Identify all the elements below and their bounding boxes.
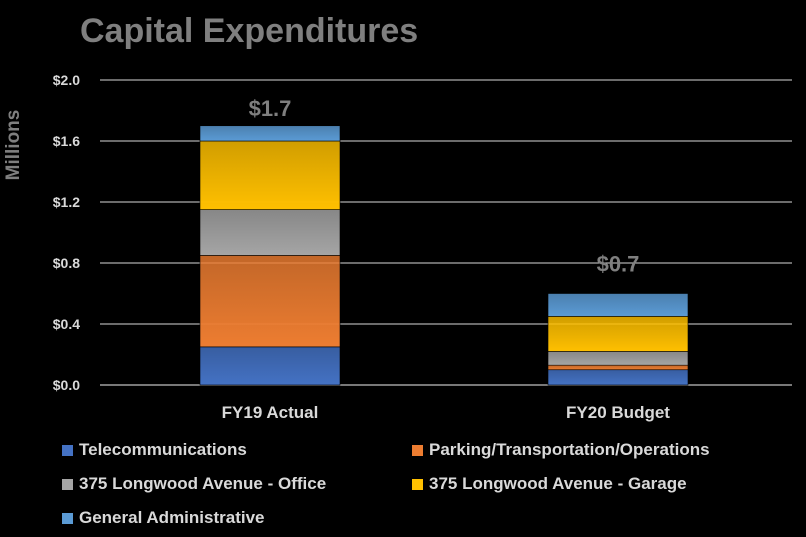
legend-swatch <box>62 478 73 490</box>
bar-segment <box>547 364 689 371</box>
legend-label: 375 Longwood Avenue - Office <box>79 474 327 493</box>
bar-segment <box>547 316 689 352</box>
legend-swatch <box>62 444 73 456</box>
bar-segment <box>547 351 689 366</box>
y-tick-label: $0.8 <box>53 255 80 271</box>
legend-swatch <box>62 512 73 524</box>
total-label: $0.7 <box>597 252 640 277</box>
legend-item: 375 Longwood Avenue - Garage <box>412 474 687 494</box>
legend-label: Telecommunications <box>79 440 247 459</box>
chart-title: Capital Expenditures <box>80 12 419 50</box>
total-label: $1.7 <box>249 96 292 121</box>
y-tick-label: $1.2 <box>53 194 80 210</box>
legend-item: Parking/Transportation/Operations <box>412 440 710 460</box>
bar-segment <box>547 369 689 386</box>
bar-segment <box>199 346 341 386</box>
bar-segment <box>199 255 341 348</box>
y-tick-label: $0.4 <box>53 316 80 332</box>
y-tick-label: $2.0 <box>53 72 80 88</box>
x-tick-label: FY20 Budget <box>566 403 670 422</box>
bar-segment <box>547 293 689 317</box>
legend-item: General Administrative <box>62 508 265 528</box>
legend-item: 375 Longwood Avenue - Office <box>62 474 326 494</box>
legend-label: Parking/Transportation/Operations <box>429 440 710 459</box>
bar-segment <box>199 209 341 256</box>
y-tick-label: $1.6 <box>53 133 80 149</box>
y-tick-label: $0.0 <box>53 377 80 393</box>
legend-swatch <box>412 478 423 490</box>
x-tick-label: FY19 Actual <box>222 403 319 422</box>
legend-swatch <box>412 444 423 456</box>
legend-label: 375 Longwood Avenue - Garage <box>429 474 687 493</box>
bar-segment <box>199 140 341 210</box>
legend-item: Telecommunications <box>62 440 247 460</box>
bar-segment <box>199 125 341 142</box>
legend-label: General Administrative <box>79 508 265 527</box>
